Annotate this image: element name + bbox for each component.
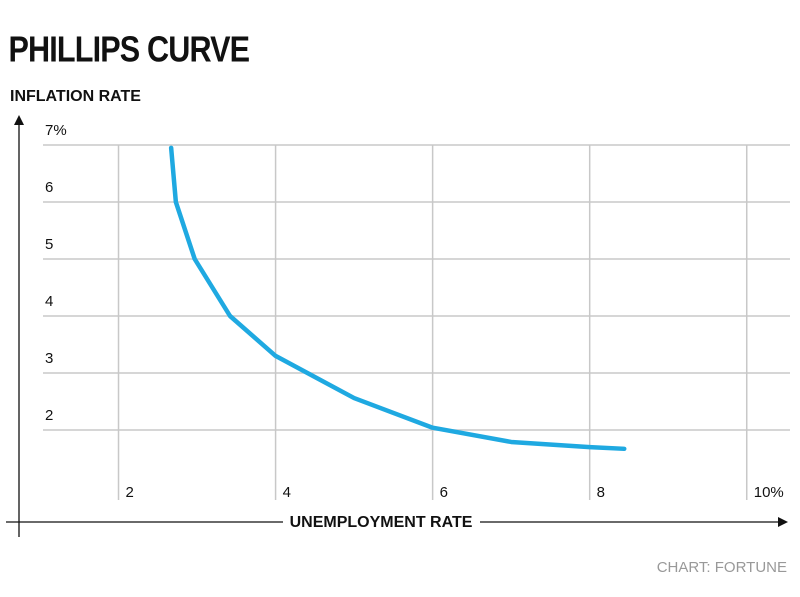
source: CHART: FORTUNE: [657, 559, 787, 576]
curve: [168, 145, 627, 452]
y-axis-label: INFLATION RATE: [10, 88, 141, 105]
x-tick-label: 6: [440, 484, 448, 501]
x-tick-label: 10%: [754, 484, 784, 501]
y-tick-label: 7%: [45, 122, 67, 139]
x-tick-label: 8: [597, 484, 605, 501]
x-axis-label: UNEMPLOYMENT RATE: [290, 514, 473, 531]
y-tick-label: 5: [45, 236, 53, 253]
chart-title: PHILLIPS CURVE: [9, 30, 250, 70]
y-tick-label: 3: [45, 350, 53, 367]
y-tick-label: 2: [45, 407, 53, 424]
y-tick-label: 4: [45, 293, 53, 310]
x-tick-label: 4: [283, 484, 291, 501]
y-tick-label: 6: [45, 179, 53, 196]
x-tick-label: 2: [126, 484, 134, 501]
